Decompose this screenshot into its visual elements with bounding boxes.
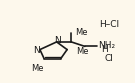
Text: H: H — [101, 45, 108, 54]
Text: Cl: Cl — [104, 54, 113, 63]
Text: Me: Me — [77, 47, 89, 56]
Text: Me: Me — [75, 28, 88, 37]
Text: NH₂: NH₂ — [99, 41, 116, 50]
Text: Me: Me — [32, 64, 44, 73]
Text: N: N — [33, 46, 40, 55]
Text: N: N — [54, 36, 60, 45]
Text: H–Cl: H–Cl — [99, 20, 119, 29]
